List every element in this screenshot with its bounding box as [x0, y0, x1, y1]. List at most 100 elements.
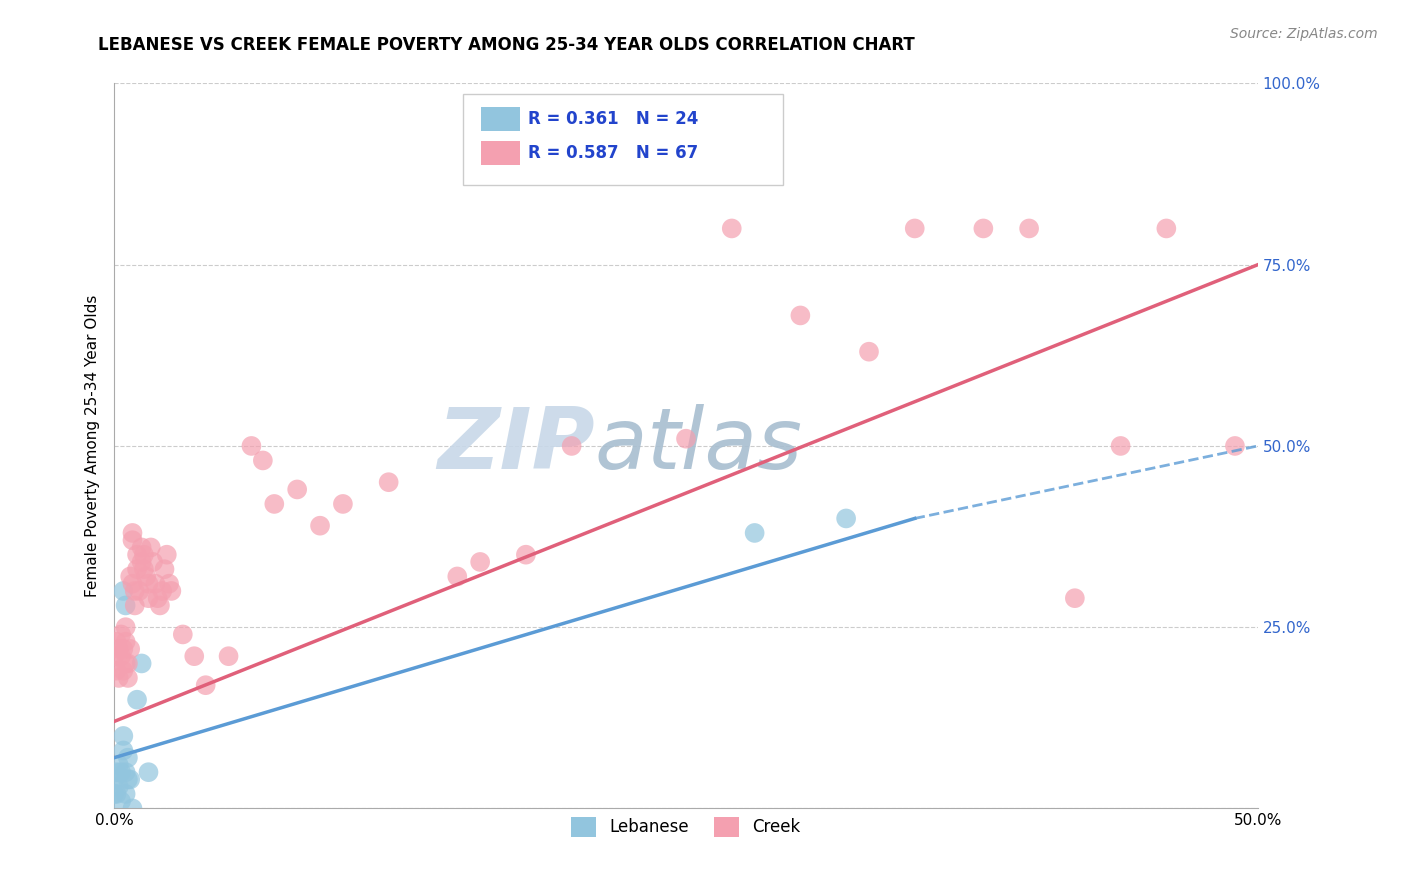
Point — [1018, 221, 1040, 235]
Point — [194, 678, 217, 692]
Point — [332, 497, 354, 511]
Text: LEBANESE VS CREEK FEMALE POVERTY AMONG 25-34 YEAR OLDS CORRELATION CHART: LEBANESE VS CREEK FEMALE POVERTY AMONG 2… — [98, 36, 915, 54]
Text: R = 0.361   N = 24: R = 0.361 N = 24 — [529, 110, 699, 128]
Point — [157, 576, 180, 591]
Point — [107, 758, 129, 772]
FancyBboxPatch shape — [481, 107, 520, 130]
Point — [150, 583, 173, 598]
Point — [120, 569, 142, 583]
Point — [835, 511, 858, 525]
Text: R = 0.587   N = 67: R = 0.587 N = 67 — [529, 144, 699, 162]
Point — [120, 772, 142, 787]
Point — [121, 525, 143, 540]
Point — [117, 671, 139, 685]
Point — [105, 765, 128, 780]
Point — [263, 497, 285, 511]
Legend: Lebanese, Creek: Lebanese, Creek — [565, 810, 807, 844]
Point — [139, 541, 162, 555]
Point — [131, 541, 153, 555]
Point — [160, 583, 183, 598]
Point — [103, 787, 125, 801]
FancyBboxPatch shape — [463, 95, 783, 185]
Point — [138, 576, 160, 591]
Point — [309, 518, 332, 533]
Point — [110, 627, 132, 641]
Point — [720, 221, 742, 235]
Point — [789, 309, 811, 323]
Point — [112, 642, 135, 657]
Point — [125, 692, 148, 706]
Point — [110, 794, 132, 808]
Point — [114, 787, 136, 801]
Point — [142, 555, 165, 569]
Point — [904, 221, 927, 235]
Point — [240, 439, 263, 453]
Point — [377, 475, 399, 490]
Point — [138, 765, 160, 780]
Point — [105, 664, 128, 678]
Point — [125, 562, 148, 576]
Point — [128, 583, 150, 598]
Point — [120, 642, 142, 657]
Point — [132, 548, 155, 562]
Point — [218, 649, 240, 664]
Point — [117, 772, 139, 787]
Point — [132, 562, 155, 576]
Point — [146, 591, 169, 606]
Point — [107, 780, 129, 794]
Point — [446, 569, 468, 583]
Point — [143, 576, 166, 591]
Point — [112, 664, 135, 678]
Point — [112, 743, 135, 757]
Point — [117, 750, 139, 764]
Y-axis label: Female Poverty Among 25-34 Year Olds: Female Poverty Among 25-34 Year Olds — [86, 294, 100, 597]
Point — [103, 772, 125, 787]
Point — [114, 657, 136, 671]
Point — [561, 439, 583, 453]
Point — [858, 344, 880, 359]
Point — [470, 555, 492, 569]
Text: ZIP: ZIP — [437, 404, 595, 487]
Point — [107, 671, 129, 685]
Point — [112, 583, 135, 598]
Point — [515, 548, 537, 562]
Point — [131, 555, 153, 569]
Point — [114, 620, 136, 634]
Point — [252, 453, 274, 467]
Point — [110, 649, 132, 664]
Point — [172, 627, 194, 641]
Point — [675, 432, 697, 446]
Point — [138, 591, 160, 606]
Text: Source: ZipAtlas.com: Source: ZipAtlas.com — [1230, 27, 1378, 41]
Point — [121, 801, 143, 815]
Point — [156, 548, 179, 562]
Point — [105, 634, 128, 648]
Point — [110, 765, 132, 780]
Point — [105, 787, 128, 801]
Point — [153, 562, 176, 576]
Text: atlas: atlas — [595, 404, 803, 487]
FancyBboxPatch shape — [481, 142, 520, 165]
Point — [131, 657, 153, 671]
Point — [149, 599, 172, 613]
Point — [114, 765, 136, 780]
Point — [285, 483, 308, 497]
Point — [107, 642, 129, 657]
Point — [125, 548, 148, 562]
Point — [124, 583, 146, 598]
Point — [112, 729, 135, 743]
Point — [124, 599, 146, 613]
Point — [135, 569, 157, 583]
Point — [103, 649, 125, 664]
Point — [114, 634, 136, 648]
Point — [1109, 439, 1132, 453]
Point — [121, 533, 143, 548]
Point — [1063, 591, 1085, 606]
Point — [972, 221, 994, 235]
Point — [121, 576, 143, 591]
Point — [744, 525, 766, 540]
Point — [183, 649, 205, 664]
Point — [1223, 439, 1246, 453]
Point — [1156, 221, 1178, 235]
Point — [114, 599, 136, 613]
